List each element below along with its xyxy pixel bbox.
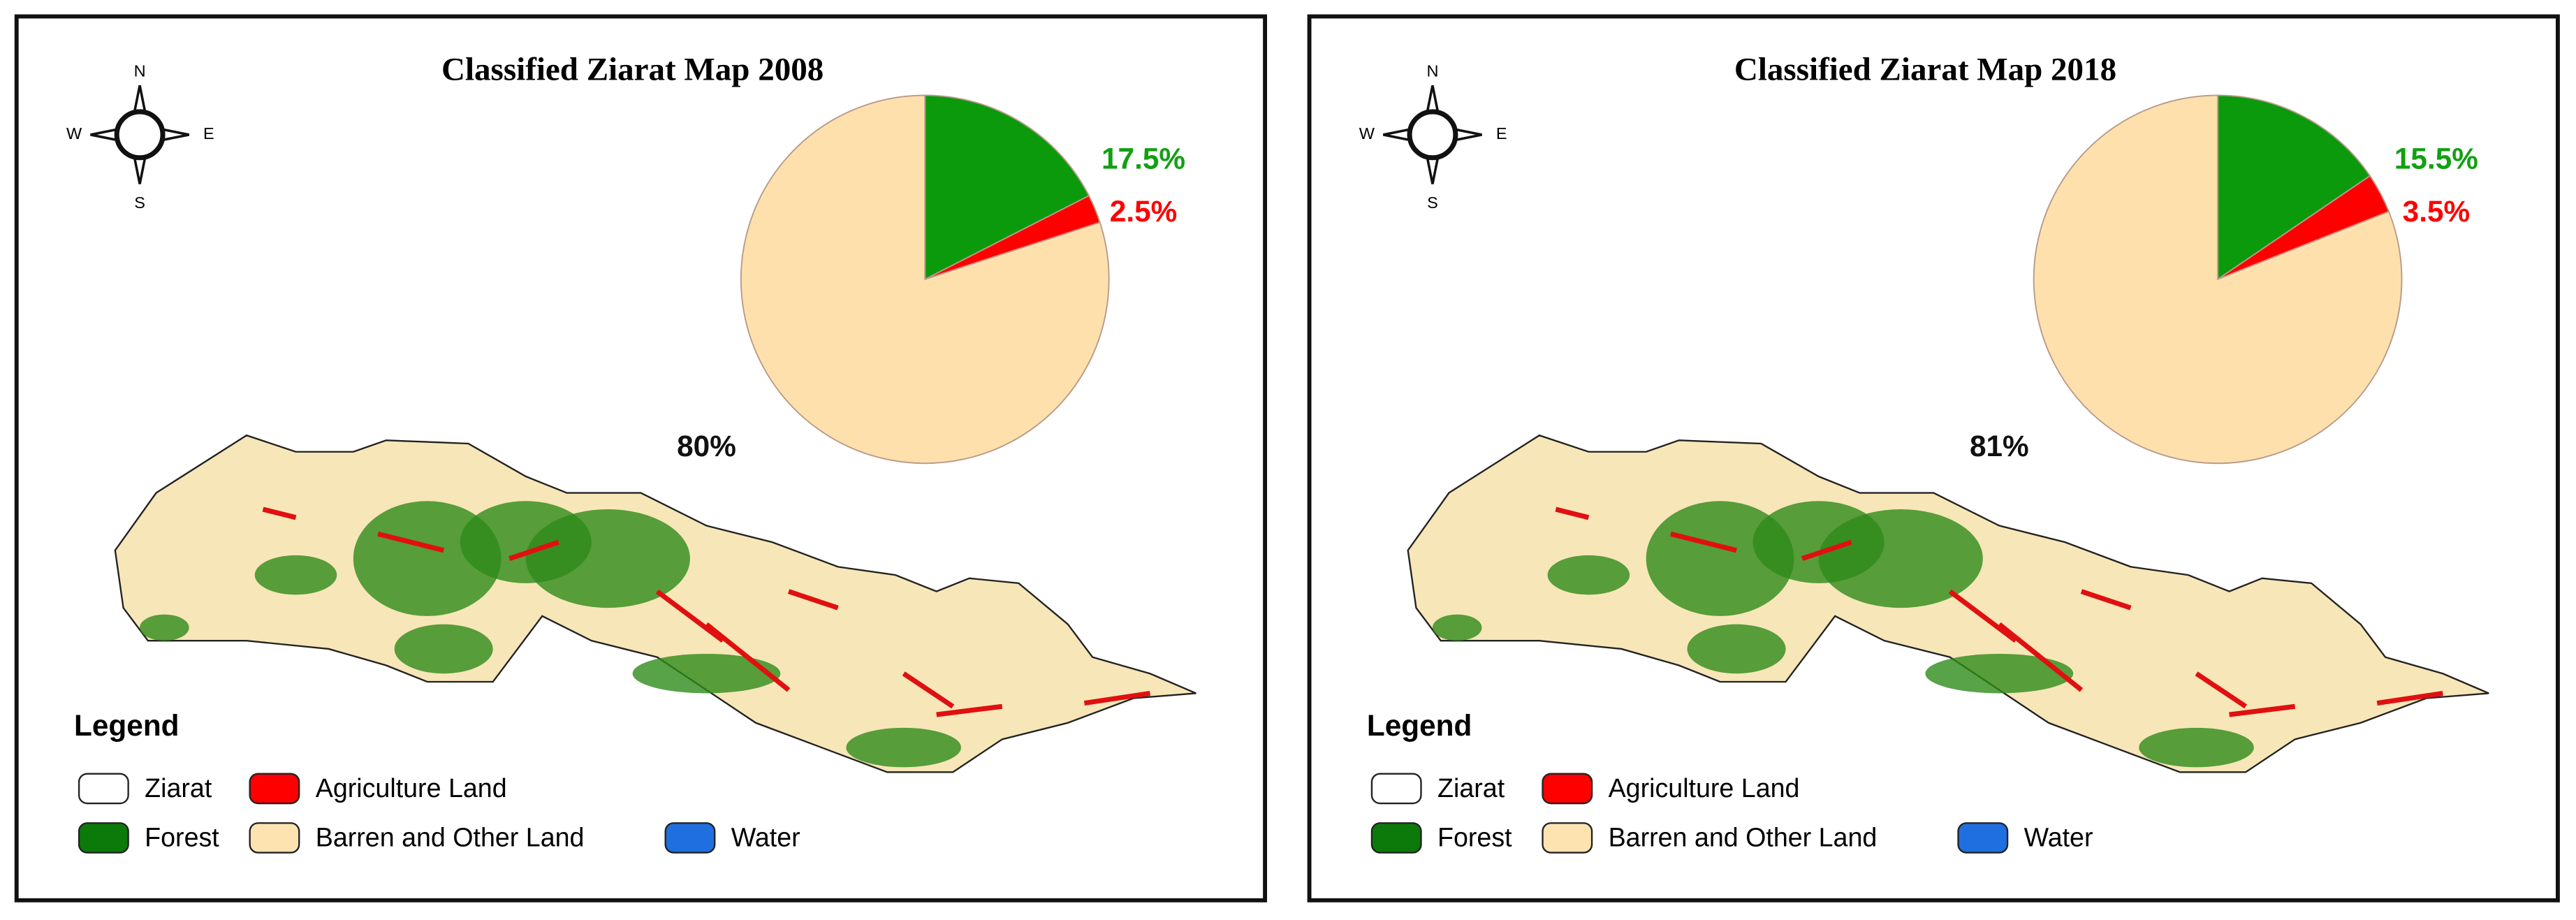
- pie-label: 81%: [1970, 430, 2029, 462]
- map-panel: Classified Ziarat Map 2018 N S W E 15.5% 3.5% 8…: [1307, 14, 2560, 903]
- legend-swatch: [1542, 822, 1593, 854]
- agriculture-patch: [936, 703, 1003, 717]
- legend-label: Forest: [145, 823, 219, 852]
- legend-label: Water: [731, 823, 800, 852]
- legend-label: Water: [2024, 823, 2093, 852]
- legend-label: Barren and Other Land: [1609, 823, 1878, 852]
- forest-patch: [140, 614, 189, 641]
- forest-patch: [632, 654, 781, 694]
- agriculture-patch: [1083, 690, 1150, 706]
- compass-label: S: [134, 194, 145, 212]
- forest-patch: [2139, 727, 2254, 768]
- compass-ring: [114, 109, 166, 161]
- compass-label: S: [1427, 194, 1438, 212]
- compass-label: E: [203, 124, 214, 143]
- agriculture-patch: [705, 622, 791, 692]
- forest-patch: [1818, 509, 1983, 608]
- forest-patch: [1687, 624, 1786, 674]
- agriculture-patch: [1555, 506, 1590, 520]
- forest-patch: [254, 555, 337, 595]
- legend-swatch: [1370, 822, 1422, 854]
- compass: N S W E: [1359, 62, 1507, 212]
- pie-slice: [2033, 94, 2403, 465]
- forest-patch: [394, 624, 493, 674]
- legend-title: Legend: [74, 709, 180, 742]
- forest-patch: [1547, 555, 1630, 595]
- agriculture-patch: [1670, 531, 1737, 553]
- panel-border: [1307, 14, 2560, 903]
- map-title: Classified Ziarat Map 2018: [1734, 51, 2116, 87]
- compass-label: W: [1359, 124, 1375, 143]
- agriculture-patch: [2376, 690, 2443, 706]
- agriculture-patch: [2195, 671, 2248, 709]
- legend-label: Agriculture Land: [1609, 773, 1800, 803]
- agriculture-patch: [787, 589, 839, 611]
- map-panel: Classified Ziarat Map 2008 N S W E 17.5% 2.5% 8…: [14, 14, 1268, 903]
- panel-border: [14, 14, 1268, 903]
- legend-label: Ziarat: [1437, 773, 1505, 803]
- pie-label: 2.5%: [1110, 195, 1177, 228]
- legend-label: Ziarat: [145, 773, 212, 803]
- agriculture-patch: [508, 539, 559, 561]
- legend-label: Forest: [1437, 823, 1512, 852]
- compass-label: N: [1426, 62, 1438, 80]
- legend-swatch: [1370, 773, 1422, 805]
- agriculture-patch: [1801, 539, 1852, 561]
- legend-swatch: [1542, 773, 1593, 805]
- pie-slice: [740, 94, 1110, 465]
- agriculture-patch: [2229, 703, 2296, 717]
- legend-swatch: [664, 822, 716, 854]
- compass-label: E: [1496, 124, 1507, 143]
- forest-patch: [1432, 614, 1482, 641]
- legend-label: Agriculture Land: [316, 773, 507, 803]
- agriculture-patch: [377, 531, 445, 553]
- pie-slice: [2217, 94, 2371, 281]
- agriculture-patch: [1948, 589, 2017, 643]
- forest-patch: [846, 727, 961, 768]
- pie-label: 3.5%: [2403, 195, 2470, 228]
- compass: N S W E: [66, 62, 214, 212]
- compass-label: N: [134, 62, 146, 80]
- legend-swatch: [1957, 822, 2009, 854]
- agriculture-patch: [262, 506, 297, 520]
- agriculture-patch: [902, 671, 955, 709]
- agriculture-patch: [655, 589, 725, 643]
- pie-slice: [924, 94, 1090, 281]
- agriculture-patch: [1998, 622, 2084, 692]
- compass-ring: [1407, 109, 1458, 161]
- legend-title: Legend: [1367, 709, 1472, 742]
- agriculture-patch: [2080, 589, 2132, 611]
- pie-label: 80%: [677, 430, 736, 462]
- pie-label: 15.5%: [2394, 143, 2478, 175]
- legend-swatch: [78, 773, 129, 805]
- compass-label: W: [66, 124, 82, 143]
- pie-label: 17.5%: [1102, 143, 1185, 175]
- legend-label: Barren and Other Land: [316, 823, 585, 852]
- map-title: Classified Ziarat Map 2008: [441, 51, 824, 87]
- forest-patch: [1925, 654, 2074, 694]
- legend-swatch: [249, 773, 300, 805]
- legend-swatch: [78, 822, 129, 854]
- legend-swatch: [249, 822, 300, 854]
- forest-patch: [525, 509, 690, 608]
